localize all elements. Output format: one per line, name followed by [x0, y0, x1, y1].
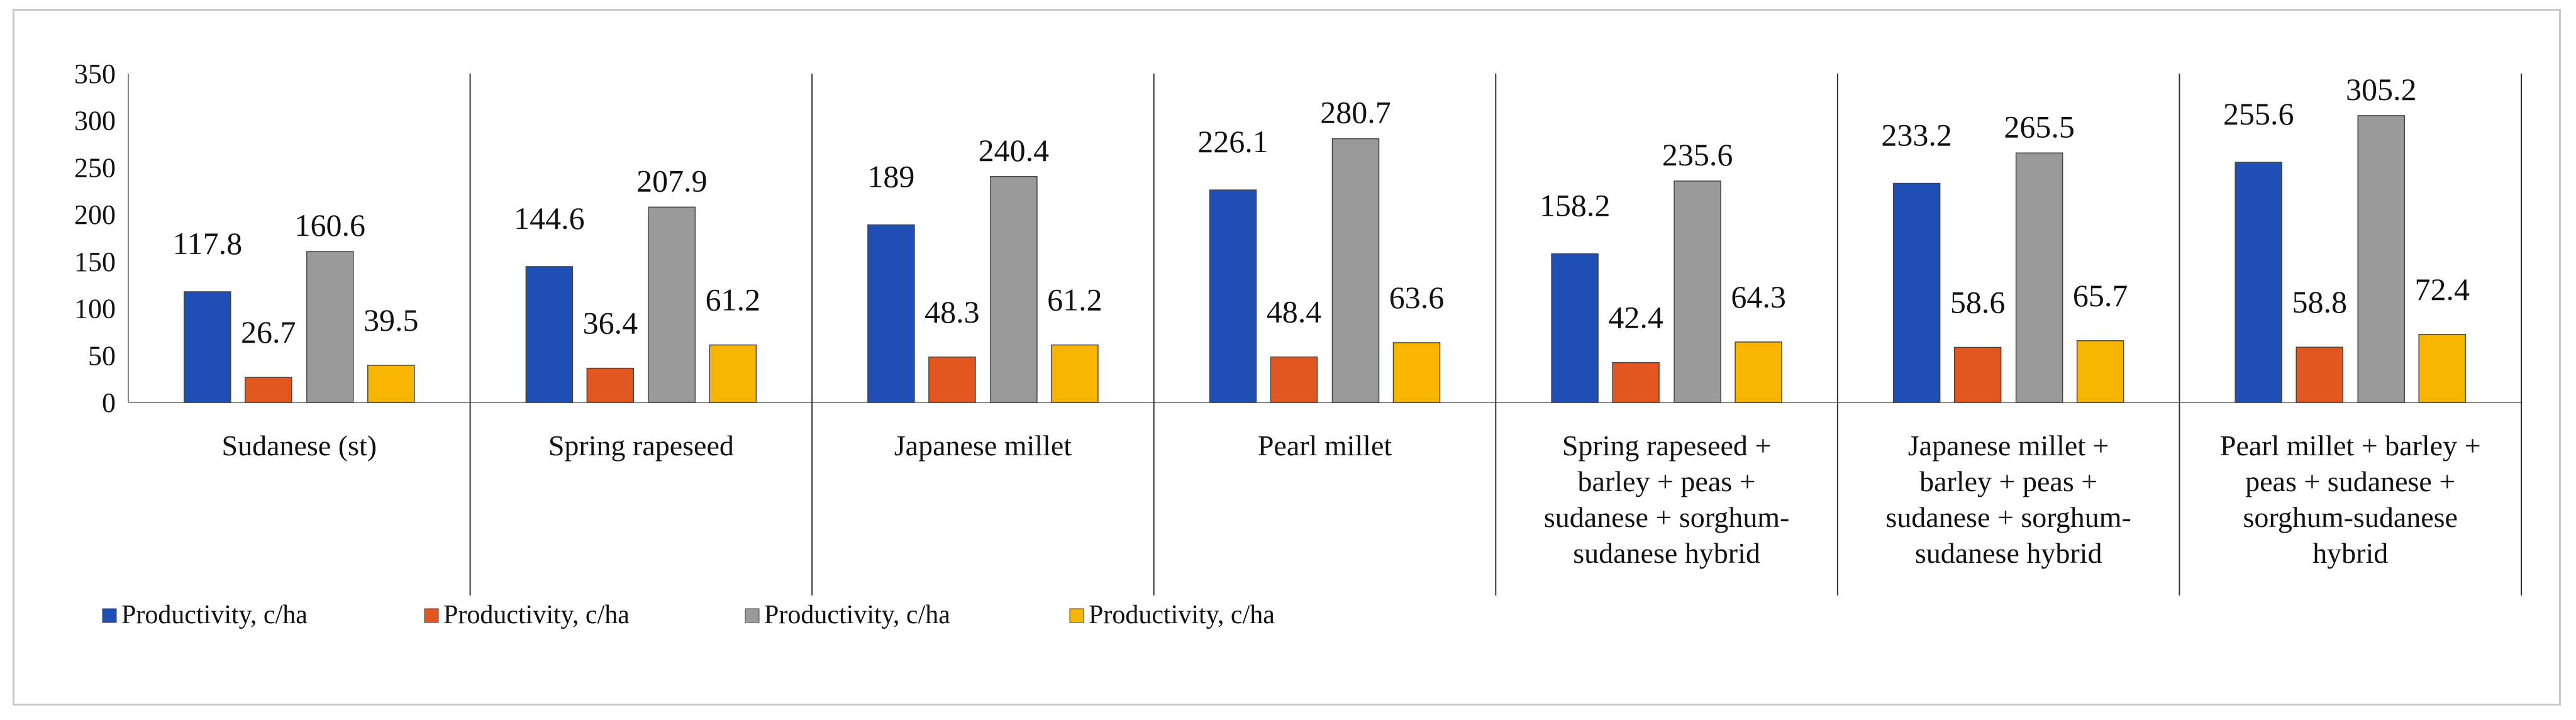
legend-label: Productivity, c/ha — [121, 601, 308, 629]
category-label: Japanese millet — [894, 429, 1072, 462]
legend-label: Productivity, c/ha — [1089, 601, 1275, 629]
bar — [1612, 362, 1660, 403]
category-label: Japanese millet + — [1908, 429, 2109, 462]
bar — [1953, 346, 2002, 403]
bar — [709, 344, 757, 403]
data-label: 58.8 — [2292, 284, 2347, 319]
data-label: 36.4 — [583, 306, 638, 341]
bar-chart: 0 50 100 150 200 250 300 350 117.8 144.6 189 226.1 1… — [74, 58, 2522, 629]
data-label: 63.6 — [1389, 280, 1445, 315]
category-label: sudanese + sorghum- — [1885, 501, 2131, 533]
data-label: 64.3 — [1731, 279, 1786, 314]
bar — [1892, 182, 1941, 403]
category-label: Spring rapeseed — [548, 429, 734, 462]
legend-label: Productivity, c/ha — [443, 601, 630, 629]
legend-swatch — [102, 608, 117, 623]
legend-swatch — [1069, 608, 1084, 623]
y-tick-label: 50 — [88, 340, 116, 371]
data-label: 240.4 — [979, 133, 1050, 168]
category-label: sudanese + sorghum- — [1544, 501, 1789, 533]
bar — [1735, 341, 1782, 403]
y-tick-label: 200 — [74, 199, 116, 230]
y-tick-label: 100 — [74, 294, 116, 324]
data-label: 144.6 — [514, 201, 585, 236]
data-label: 233.2 — [1881, 118, 1952, 153]
bar — [1209, 189, 1257, 403]
chart-frame: 0 50 100 150 200 250 300 350 117.8 144.6 189 226.1 1… — [13, 9, 2561, 706]
bar — [1331, 138, 1380, 403]
y-tick-label: 150 — [74, 246, 116, 277]
y-tick-label: 250 — [74, 152, 116, 183]
data-label: 48.3 — [924, 294, 980, 330]
category-label: barley + peas + — [1919, 465, 2097, 497]
bar — [2296, 346, 2343, 403]
bar — [1270, 356, 1318, 403]
category-label: Sudanese (st) — [222, 429, 377, 462]
data-label: 42.4 — [1608, 300, 1663, 335]
data-label: 160.6 — [295, 208, 366, 243]
data-label: 280.7 — [1320, 95, 1391, 130]
bar — [648, 206, 696, 403]
category-label: sudanese hybrid — [1915, 537, 2102, 569]
bar — [1051, 344, 1099, 403]
category-label: barley + peas + — [1578, 465, 1756, 497]
category-label: sorghum-sudanese — [2243, 501, 2458, 533]
y-tick-label: 0 — [102, 387, 116, 418]
bar — [2418, 334, 2466, 403]
bar — [867, 224, 915, 403]
bar — [2235, 162, 2282, 403]
bar — [1392, 342, 1441, 403]
bar — [367, 365, 415, 403]
bar — [306, 251, 354, 403]
data-label: 48.4 — [1267, 294, 1322, 330]
data-label: 189 — [867, 159, 914, 194]
data-label: 61.2 — [706, 282, 761, 318]
category-label: Spring rapeseed + — [1562, 429, 1772, 462]
category-label: peas + sudanese + — [2245, 465, 2455, 497]
bar — [525, 266, 574, 403]
data-label: 72.4 — [2414, 272, 2470, 307]
category-label: sudanese hybrid — [1573, 537, 1760, 569]
bar — [245, 377, 292, 403]
data-label: 158.2 — [1540, 188, 1611, 223]
bar — [184, 291, 231, 403]
category-label: Pearl millet — [1258, 429, 1392, 462]
y-tick-label: 350 — [74, 58, 116, 89]
data-label: 265.5 — [2004, 109, 2075, 144]
data-label: 26.7 — [241, 314, 296, 350]
bar — [2357, 115, 2405, 403]
data-label: 305.2 — [2346, 72, 2417, 107]
bar — [586, 367, 635, 403]
data-label: 207.9 — [636, 163, 708, 198]
category-label: Pearl millet + barley + — [2220, 429, 2481, 462]
data-label: 117.8 — [172, 226, 242, 261]
bar — [990, 176, 1038, 403]
category-label: hybrid — [2312, 537, 2388, 569]
bar — [2076, 340, 2124, 403]
legend-label: Productivity, c/ha — [764, 601, 950, 629]
data-label: 58.6 — [1950, 284, 2006, 319]
legend-swatch — [745, 608, 760, 623]
data-label: 226.1 — [1197, 124, 1269, 159]
data-label: 39.5 — [364, 302, 419, 338]
bar — [2015, 152, 2063, 403]
legend-swatch — [424, 608, 439, 623]
data-label: 235.6 — [1662, 137, 1733, 172]
data-label: 65.7 — [2073, 278, 2128, 313]
bar — [1551, 253, 1599, 403]
y-tick-label: 300 — [74, 106, 116, 136]
bar — [928, 357, 976, 403]
bar — [1674, 180, 1721, 403]
data-label: 61.2 — [1047, 282, 1102, 318]
data-label: 255.6 — [2223, 96, 2294, 131]
